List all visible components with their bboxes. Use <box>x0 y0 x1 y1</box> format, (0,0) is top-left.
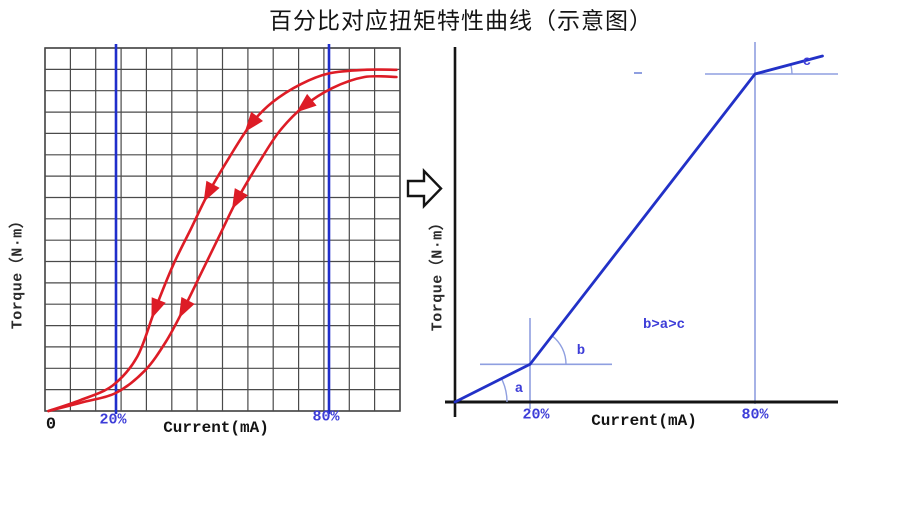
right-y-axis-label: Torque（N·m） <box>429 214 447 332</box>
right-20pct-label: 20% <box>522 406 550 424</box>
right-chart <box>445 42 838 417</box>
angle-c-label: c <box>802 54 812 70</box>
page-title: 百分比对应扭矩特性曲线（示意图） <box>269 8 653 35</box>
transform-arrow-icon <box>406 168 443 209</box>
angle-inequality-annotation: b>a>c <box>642 317 686 333</box>
left-y-axis-label: Torque（N·m） <box>9 212 27 330</box>
right-80pct-label: 80% <box>741 406 769 424</box>
left-80pct-label: 80% <box>312 408 340 426</box>
left-20pct-label: 20% <box>99 411 127 429</box>
left-x-axis-label: Current(mA) <box>163 419 269 437</box>
angle-a-label: a <box>514 381 524 397</box>
right-x-axis-label: Current(mA) <box>591 412 697 430</box>
left-chart <box>44 44 401 414</box>
angle-b-label: b <box>576 343 586 359</box>
left-origin-label: 0 <box>45 415 57 435</box>
